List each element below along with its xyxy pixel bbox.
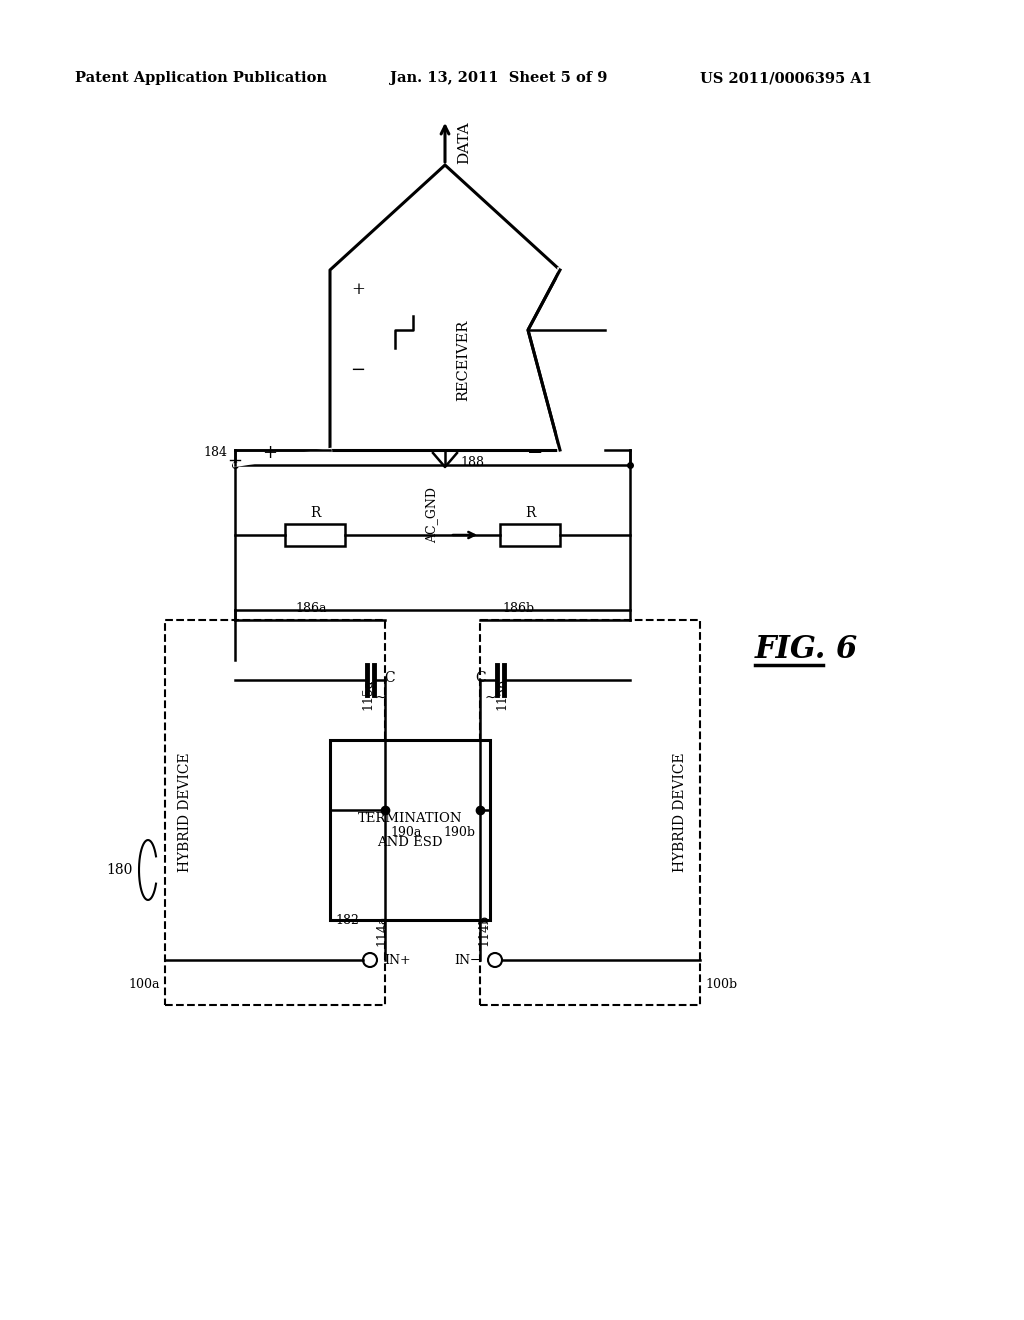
Text: ~: ~ [374, 690, 386, 705]
Text: RECEIVER: RECEIVER [456, 319, 470, 401]
Text: +: + [262, 444, 278, 462]
Text: 180: 180 [106, 863, 133, 876]
Bar [285, 524, 345, 546]
Text: HYBRID DEVICE: HYBRID DEVICE [673, 752, 687, 873]
Text: 186a: 186a [295, 602, 327, 615]
Text: IN+: IN+ [384, 953, 411, 966]
Bar [234, 465, 630, 610]
Text: 190b: 190b [443, 825, 475, 838]
Text: DATA: DATA [457, 121, 471, 164]
Text: 115b: 115b [496, 678, 509, 710]
Text: ~: ~ [484, 690, 496, 705]
Text: 114b: 114b [477, 913, 490, 946]
Text: HYBRID DEVICE: HYBRID DEVICE [178, 752, 193, 873]
Text: AC_GND: AC_GND [426, 487, 438, 543]
Text: 188: 188 [460, 457, 484, 470]
Text: 186b: 186b [502, 602, 535, 615]
Text: TERMINATION: TERMINATION [357, 812, 462, 825]
Text: C: C [384, 671, 394, 685]
Text: 100a: 100a [128, 978, 160, 991]
Text: 115a: 115a [361, 678, 375, 710]
Text: Patent Application Publication: Patent Application Publication [75, 71, 327, 84]
Text: R: R [525, 506, 536, 520]
Text: IN−: IN− [455, 953, 481, 966]
Bar [480, 620, 700, 1005]
Text: C: C [475, 671, 486, 685]
Text: 182: 182 [335, 913, 358, 927]
Text: FIG. 6: FIG. 6 [755, 635, 858, 665]
Text: −: − [526, 444, 543, 462]
Text: 190a: 190a [390, 825, 421, 838]
Text: R: R [310, 506, 321, 520]
Bar [500, 524, 560, 546]
Text: Jan. 13, 2011  Sheet 5 of 9: Jan. 13, 2011 Sheet 5 of 9 [390, 71, 607, 84]
Text: AND ESD: AND ESD [377, 836, 442, 849]
Text: US 2011/0006395 A1: US 2011/0006395 A1 [700, 71, 872, 84]
Bar [165, 620, 385, 1005]
Text: +: + [351, 281, 365, 298]
Text: 184: 184 [203, 446, 227, 459]
Text: −: − [350, 360, 366, 379]
Text: 114a: 114a [375, 915, 388, 945]
Text: 100b: 100b [705, 978, 737, 991]
Bar [330, 741, 490, 920]
